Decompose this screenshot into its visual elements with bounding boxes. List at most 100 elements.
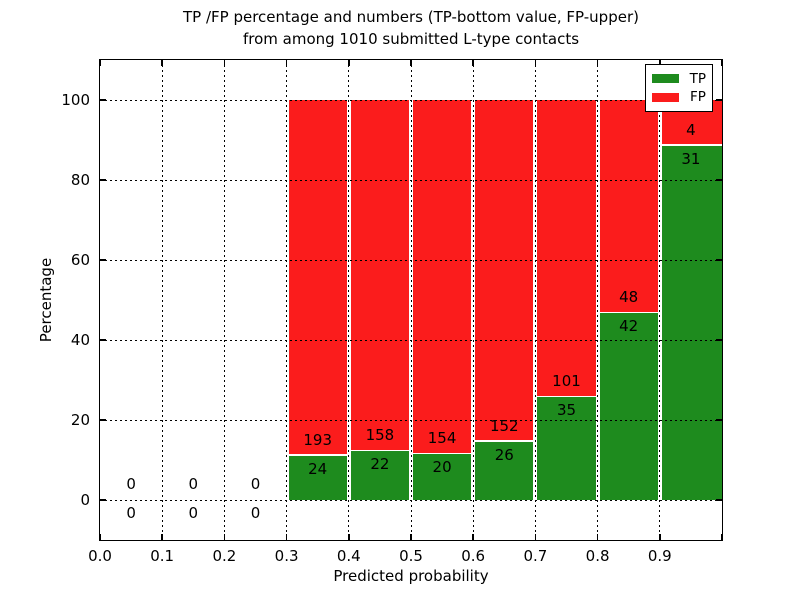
tp-count-label: 42 <box>619 317 639 336</box>
gridline-h <box>100 419 722 421</box>
gridline-v <box>410 60 412 540</box>
x-tick-mark-bottom <box>348 534 350 540</box>
x-tick-mark-top <box>472 60 474 66</box>
bar-fp-segment <box>599 100 658 314</box>
tp-count-label: 0 <box>250 504 261 522</box>
x-tick-label: 0.3 <box>274 547 299 565</box>
x-tick-mark-top <box>99 60 101 66</box>
fp-count-label: 193 <box>303 430 332 449</box>
tp-color-swatch <box>652 74 679 84</box>
bar-fp-segment <box>413 100 472 455</box>
tp-count-label: 26 <box>494 445 514 464</box>
gridline-h <box>100 259 722 261</box>
bar-fp-segment <box>537 100 596 398</box>
tp-count-label: 0 <box>126 504 136 522</box>
bar-tp-segment <box>599 313 658 500</box>
x-tick-mark-bottom <box>285 534 288 540</box>
bar-divider <box>599 311 658 314</box>
x-tick-mark-top <box>534 60 537 66</box>
x-tick-mark-bottom <box>410 534 412 540</box>
bar-fp-segment <box>288 100 347 456</box>
x-tick-mark-top <box>721 60 723 66</box>
gridline-v <box>534 60 536 540</box>
tp-count-label: 24 <box>308 459 328 478</box>
y-tick-mark-left <box>100 179 106 181</box>
x-tick-label: 0.4 <box>336 547 361 565</box>
y-tick-mark-right <box>716 339 722 341</box>
fp-count-label: 101 <box>552 372 581 391</box>
gridline-v <box>348 60 350 540</box>
bar-tp-segment <box>350 451 409 500</box>
bar-tp-segment <box>475 441 534 500</box>
x-tick-mark-bottom <box>659 534 661 540</box>
y-tick-mark-left <box>100 419 106 421</box>
x-tick-label: 0.7 <box>523 547 548 565</box>
x-axis-label: Predicted probability <box>333 567 489 585</box>
fp-count-label: 0 <box>126 475 136 493</box>
x-tick-mark-top <box>161 60 163 66</box>
legend-label-fp: FP <box>690 89 706 106</box>
y-tick-label: 60 <box>70 251 90 269</box>
x-tick-mark-top <box>410 60 412 66</box>
legend-label-tp: TP <box>689 70 706 87</box>
y-tick-mark-right <box>716 259 722 261</box>
fp-count-label: 48 <box>619 288 639 307</box>
gridline-v <box>597 60 599 540</box>
gridline-h <box>100 179 722 181</box>
y-tick-mark-left <box>100 339 106 341</box>
x-tick-mark-bottom <box>472 534 474 540</box>
x-tick-label: 0.1 <box>150 547 175 565</box>
bar-divider <box>537 395 596 398</box>
x-tick-mark-bottom <box>161 534 163 540</box>
gridline-h <box>100 99 722 101</box>
legend: TP FP <box>645 64 713 112</box>
bar-tp-segment <box>413 454 472 500</box>
y-tick-label: 40 <box>70 331 90 349</box>
x-tick-label: 0.0 <box>88 547 112 565</box>
fp-count-label: 0 <box>188 475 199 493</box>
y-tick-mark-right <box>716 179 722 181</box>
x-tick-mark-bottom <box>721 534 723 540</box>
legend-item-fp: FP <box>652 90 706 104</box>
x-tick-mark-top <box>285 60 288 66</box>
x-tick-label: 0.5 <box>399 547 423 565</box>
gridline-v <box>223 60 225 540</box>
y-tick-mark-left <box>100 259 106 261</box>
bar-tp-segment <box>288 455 347 500</box>
x-tick-mark-top <box>596 60 599 66</box>
fp-count-label: 154 <box>427 429 457 448</box>
y-tick-label: 0 <box>80 491 90 509</box>
tp-count-label: 22 <box>370 455 390 474</box>
fp-count-label: 0 <box>250 475 261 493</box>
x-tick-mark-top <box>348 60 350 66</box>
gridline-v <box>161 60 163 540</box>
x-tick-mark-bottom <box>99 534 101 540</box>
x-tick-mark-bottom <box>534 534 537 540</box>
tp-count-label: 0 <box>188 504 199 522</box>
y-tick-mark-left <box>100 499 106 501</box>
chart-title-line1: TP /FP percentage and numbers (TP-bottom… <box>183 8 639 26</box>
bar-divider <box>413 452 472 455</box>
y-tick-mark-right <box>716 99 722 101</box>
fp-color-swatch <box>652 92 679 102</box>
tp-count-label: 31 <box>681 149 701 168</box>
gridline-h <box>100 499 722 501</box>
y-tick-mark-right <box>716 499 722 501</box>
chart-title-line2: from among 1010 submitted L-type contact… <box>242 30 580 48</box>
bar-tp-segment <box>661 145 722 500</box>
fp-count-label: 158 <box>365 426 395 445</box>
bar-divider <box>475 440 534 442</box>
x-tick-label: 0.9 <box>647 547 672 565</box>
bar-fp-segment <box>475 100 534 442</box>
chart-title: TP /FP percentage and numbers (TP-bottom… <box>100 6 722 50</box>
y-tick-mark-left <box>100 99 106 101</box>
bar-tp-segment <box>537 397 596 500</box>
legend-item-tp: TP <box>652 72 706 86</box>
tp-count-label: 35 <box>556 401 577 420</box>
x-tick-mark-top <box>223 60 226 66</box>
x-tick-mark-bottom <box>596 534 599 540</box>
x-tick-label: 0.2 <box>212 547 237 565</box>
tp-count-label: 20 <box>432 458 452 477</box>
y-tick-mark-right <box>716 419 722 421</box>
